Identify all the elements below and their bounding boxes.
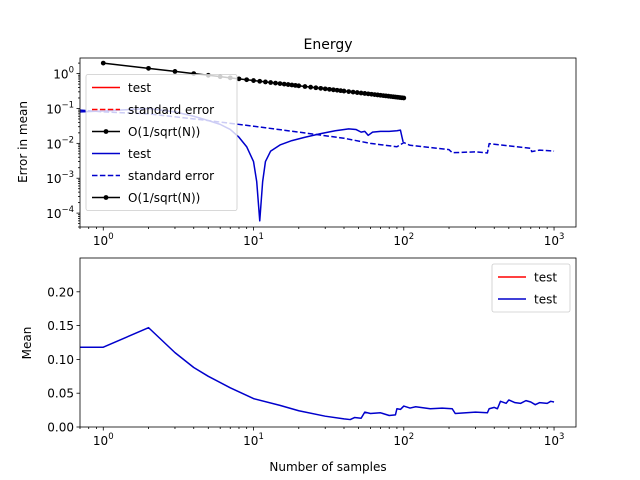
top-legend-box [85,74,238,211]
top-y-tick-label-4: 100 [53,66,74,82]
bottom-legend-label-0: test [534,271,557,285]
top-series-2-point-27 [334,87,340,93]
bottom-legend-label-1: test [534,293,557,307]
top-legend: test standard error O(1/sqrt(N)) test standa… [85,74,238,211]
top-y-tick-label-3: 10−1 [46,100,74,116]
bottom-plot-area [80,326,555,421]
bottom-x-tick-label-0: 100 [93,432,114,448]
bottom-x-tick-label-3: 103 [544,432,565,448]
top-axes-frame [79,57,577,228]
top-series-2-point-24 [322,86,328,92]
top-series-2-point-13 [273,80,278,86]
top-series-2-point-26 [330,87,336,93]
top-series-2-point-25 [327,86,332,92]
top-series-2-point-2 [172,69,178,74]
top-legend-label-0: test [128,81,151,95]
bottom-y-tick-label-1: 0.05 [47,387,74,401]
top-series-2-point-15 [281,81,287,87]
top-series-2-point-30 [346,89,352,94]
top-series-2-point-11 [263,79,268,85]
top-series-2-point-10 [257,78,263,84]
top-y-tick-label-1: 10−3 [46,170,74,186]
top-legend-label-1: standard error [128,103,214,117]
bottom-axes-frame [79,257,577,428]
top-x-tick-label-0: 100 [93,232,114,248]
bottom-legend-box [491,263,571,313]
top-y-axis-label: Error in mean [16,101,30,183]
top-legend-label-4: standard error [128,169,214,183]
top-series-2-point-0 [100,60,106,66]
top-legend-marker-2 [103,129,109,134]
top-series-2-point-7 [236,76,242,82]
top-series-2-point-17 [289,82,295,88]
top-series-2-point-8 [244,77,250,83]
top-series-2-point-20 [302,84,308,89]
bottom-y-tick-label-0: 0.00 [47,421,74,435]
top-series-2-point-12 [268,80,274,85]
top-series-2-point-14 [277,81,283,87]
bottom-x-tick-label-1: 101 [243,432,264,448]
bottom-x-axis-label: Number of samples [269,460,386,474]
bottom-legend: test test [491,263,571,313]
bottom-x-tick-label-2: 102 [393,432,414,448]
bottom-y-axis-label: Mean [20,327,34,360]
top-y-tick-label-2: 10−2 [46,135,74,151]
bottom-y-tick-label-4: 0.20 [47,285,74,299]
top-x-tick-label-3: 103 [544,232,565,248]
top-series-2-point-49 [401,95,407,101]
top-legend-label-5: O(1/sqrt(N)) [128,191,200,205]
top-x-tick-label-1: 101 [243,232,264,248]
top-series-2-point-32 [354,90,360,95]
top-x-tick-label-2: 102 [393,232,414,248]
top-series-2-point-21 [308,84,314,90]
chart-title: Energy [303,37,352,53]
bottom-y-tick-label-3: 0.15 [47,319,74,333]
top-series-2-point-33 [358,90,364,96]
top-legend-label-3: test [128,147,151,161]
top-series-2-point-22 [313,85,319,91]
top-series-2-point-9 [251,78,256,83]
bottom-y-tick-label-2: 0.10 [47,353,74,367]
top-series-2-point-16 [285,82,291,87]
top-legend-marker-5 [103,195,109,200]
top-series-2-point-31 [350,89,356,95]
bottom-series-line-0 [80,326,555,421]
top-series-2-point-29 [341,88,347,94]
top-y-tick-label-0: 10−4 [46,205,74,221]
top-legend-label-2: O(1/sqrt(N)) [128,125,200,139]
top-axes: 100 101 102 103 10−4 10−3 10−2 10−1 100 test stand… [46,57,577,248]
bottom-axes: 100 101 102 103 0.00 0.05 0.10 0.15 0.20 test test [47,257,577,448]
top-series-2-point-23 [318,85,324,91]
top-series-2-point-1 [146,65,151,71]
top-series-2-point-19 [296,83,302,89]
